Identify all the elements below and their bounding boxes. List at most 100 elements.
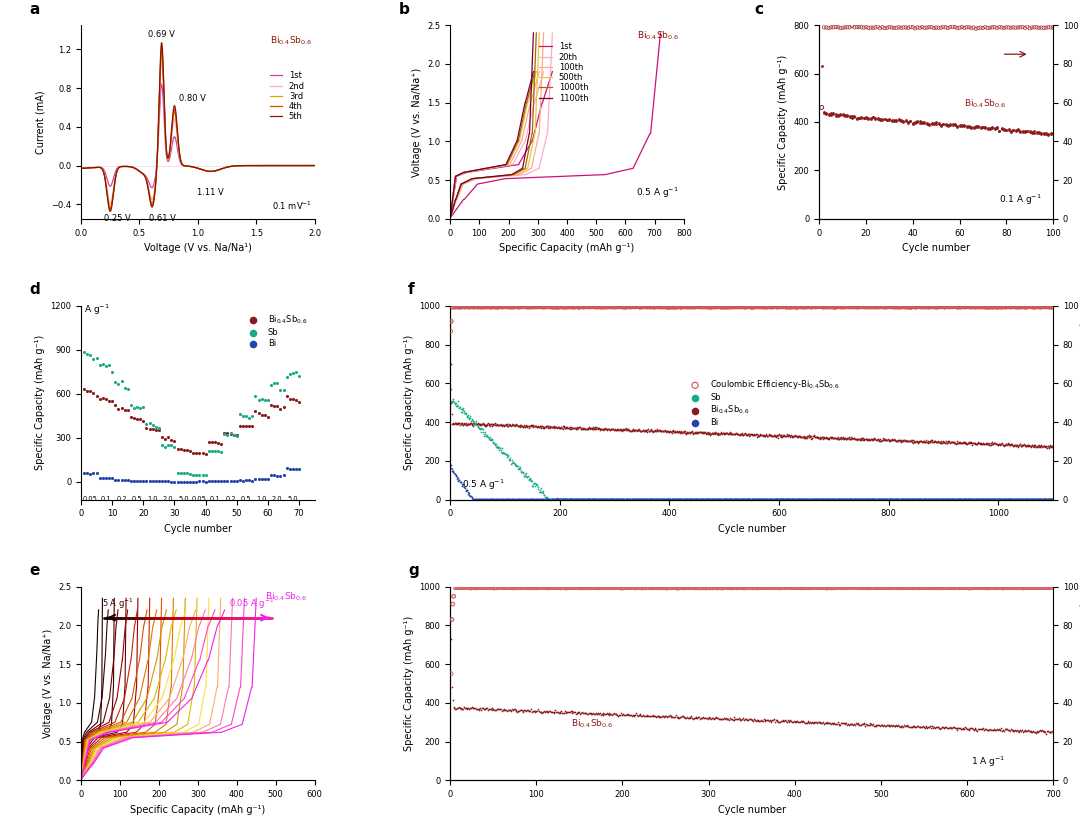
Point (681, 426, 699, 440)
Point (867, 581, 885, 595)
Point (1017, 724, 1035, 737)
Point (537, 492, 554, 505)
Point (465, 418, 483, 431)
Point (831, 581, 848, 595)
Point (588, 492, 605, 506)
Point (939, 492, 956, 506)
Point (786, 492, 804, 506)
Point (615, 581, 632, 595)
Point (605, 300, 622, 314)
Point (213, 437, 230, 451)
Point (494, 419, 511, 432)
Point (612, 300, 630, 314)
Point (769, 492, 786, 506)
Point (513, 465, 530, 478)
Point (894, 300, 912, 314)
Point (921, 435, 939, 449)
Point (528, 492, 545, 506)
Point (973, 437, 990, 451)
Point (796, 492, 813, 506)
Point (675, 425, 692, 439)
Point (719, 492, 737, 506)
Point (771, 429, 788, 442)
Point (846, 492, 863, 506)
Point (210, 445, 227, 458)
Point (457, 418, 474, 431)
Point (573, 582, 591, 596)
2nd (259, 160, 272, 170)
Point (754, 492, 771, 506)
Point (643, 492, 660, 506)
Point (991, 492, 1009, 506)
Point (572, 492, 590, 506)
Point (810, 492, 827, 506)
Point (727, 492, 744, 506)
Point (748, 714, 766, 727)
Point (888, 492, 905, 506)
Point (751, 430, 768, 443)
Point (764, 713, 781, 727)
Point (920, 300, 937, 314)
Point (532, 481, 550, 494)
Point (633, 709, 650, 722)
Point (797, 492, 814, 506)
Point (808, 492, 825, 506)
Point (832, 718, 849, 732)
Point (894, 492, 912, 505)
Point (487, 492, 504, 506)
Point (622, 492, 639, 506)
Point (667, 301, 685, 315)
Point (496, 419, 513, 432)
Point (849, 432, 866, 446)
Point (794, 492, 811, 506)
Point (896, 434, 914, 447)
Point (721, 301, 739, 315)
Point (562, 422, 579, 435)
Point (942, 492, 959, 506)
Point (521, 420, 538, 433)
Point (588, 492, 605, 506)
Point (482, 430, 499, 444)
Point (834, 492, 851, 506)
Point (782, 300, 799, 314)
Point (697, 300, 714, 314)
Point (615, 423, 632, 436)
Point (497, 703, 514, 717)
Point (849, 492, 866, 506)
Point (522, 420, 539, 433)
Point (588, 707, 605, 721)
Point (818, 107, 835, 120)
Point (684, 492, 701, 506)
Point (797, 300, 814, 314)
Point (540, 420, 557, 434)
Point (873, 434, 890, 447)
Point (890, 492, 907, 506)
Point (708, 301, 726, 315)
Point (923, 434, 941, 447)
Point (865, 433, 882, 446)
Point (942, 722, 959, 735)
Point (900, 492, 917, 506)
Point (507, 300, 524, 314)
Point (810, 431, 827, 445)
Point (881, 720, 899, 733)
Point (772, 492, 789, 506)
Point (900, 581, 917, 595)
Point (855, 492, 873, 506)
Point (783, 716, 800, 729)
Point (454, 402, 471, 415)
Point (609, 709, 626, 722)
Point (969, 437, 986, 451)
Point (915, 720, 932, 733)
Point (729, 712, 746, 726)
Point (79, 347, 96, 361)
Point (806, 492, 823, 505)
Point (876, 433, 893, 446)
Point (470, 492, 487, 506)
Point (681, 581, 699, 595)
Point (976, 722, 994, 736)
Point (855, 492, 873, 506)
Point (834, 301, 851, 315)
Point (899, 300, 916, 314)
Point (598, 492, 616, 506)
